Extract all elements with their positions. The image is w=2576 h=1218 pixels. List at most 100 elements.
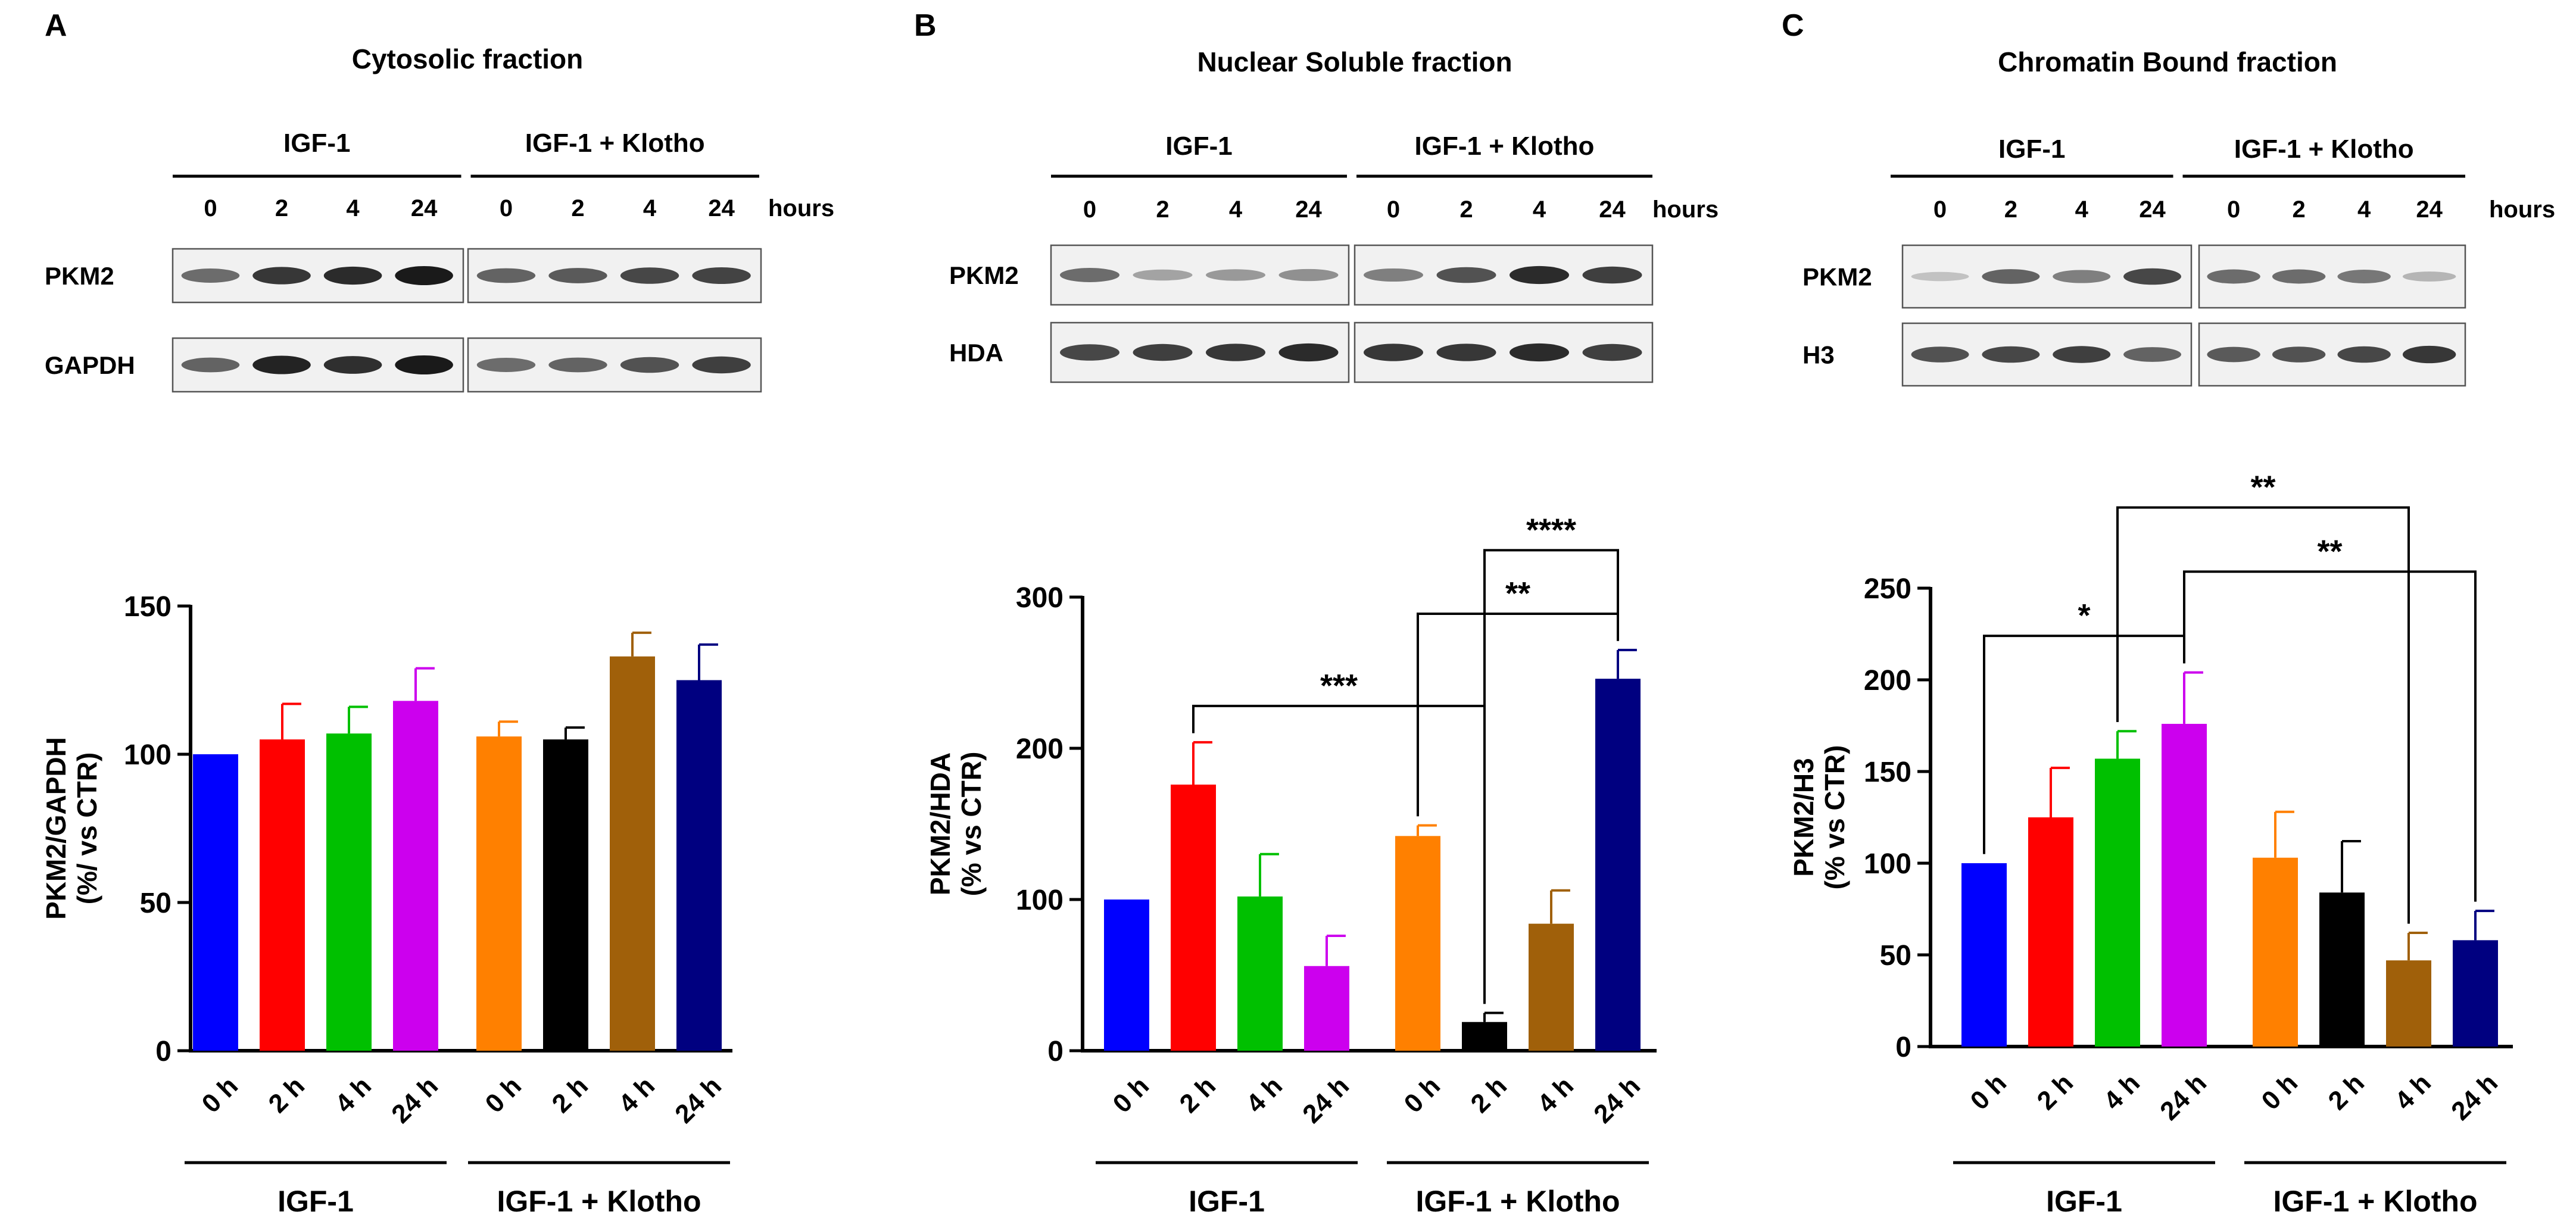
bar <box>1171 784 1216 1051</box>
bar <box>326 733 372 1051</box>
blot-band <box>2402 271 2456 282</box>
bar <box>2453 940 2498 1047</box>
blot-band <box>1982 269 2040 284</box>
y-tick-label: 50 <box>140 888 171 919</box>
significance-label: ** <box>2317 533 2342 569</box>
blot-time-label: 4 <box>2357 196 2371 223</box>
blot-title: Cytosolic fraction <box>352 43 584 74</box>
x-category-label: 0 h <box>2256 1068 2304 1116</box>
bar <box>2028 817 2073 1047</box>
x-category-label: 4 h <box>2098 1068 2146 1116</box>
blot-title: Chromatin Bound fraction <box>1998 46 2337 77</box>
x-category-label: 2 h <box>2032 1068 2079 1116</box>
blot-band <box>2207 269 2260 284</box>
blot-band <box>1582 266 1642 284</box>
bar <box>1395 836 1440 1051</box>
blot-band <box>252 267 311 285</box>
blot-time-label: 24 <box>411 195 438 221</box>
blot-row-label: GAPDH <box>45 351 135 379</box>
blot-band <box>1582 343 1642 361</box>
bar <box>2253 857 2298 1047</box>
blot-band <box>1510 266 1569 285</box>
bar <box>2319 892 2365 1047</box>
blot-time-label: 0 <box>2227 196 2240 223</box>
blot-band <box>1911 346 1969 363</box>
y-tick-label: 0 <box>155 1036 171 1067</box>
bar <box>393 701 438 1051</box>
group-label: IGF-1 + Klotho <box>1415 1185 1620 1218</box>
blot-condition-label: IGF-1 <box>1998 135 2065 164</box>
panel-c: C Chromatin Bound fraction IGF-1 IGF-1 + Kl… <box>1782 8 2555 1218</box>
bar <box>1462 1022 1507 1051</box>
blot-band <box>395 266 453 285</box>
x-category-label: 2 h <box>1465 1071 1513 1119</box>
x-category-label: 4 h <box>613 1071 661 1119</box>
significance-label: ** <box>1505 576 1530 611</box>
blot-time-label: 0 <box>500 195 513 221</box>
blot-band <box>252 355 311 374</box>
blot-band <box>2207 346 2260 363</box>
y-tick-label: 100 <box>1016 885 1064 916</box>
y-tick-label: 100 <box>124 739 171 771</box>
blot-condition-label: IGF-1 <box>283 129 350 158</box>
blot-band <box>548 357 607 373</box>
blot-band <box>1060 344 1119 361</box>
blot-time-unit: hours <box>2489 196 2555 223</box>
blot-band <box>1278 268 1339 282</box>
panel-b: B Nuclear Soluble fraction IGF-1 IGF-1 + Kl… <box>914 8 1719 1218</box>
blot-band <box>1436 343 1496 361</box>
group-label: IGF-1 + Klotho <box>497 1185 701 1218</box>
blot-band <box>2272 346 2326 363</box>
panel-letter: C <box>1782 8 1804 43</box>
bar <box>1237 896 1283 1051</box>
bar <box>676 680 722 1051</box>
blot-condition-label: IGF-1 <box>1165 132 1232 161</box>
y-axis-label-line: PKM2/H3 <box>1788 758 1819 876</box>
blot-time-label: 2 <box>1156 196 1169 223</box>
blot-band <box>692 267 751 285</box>
blot-time-label: 24 <box>1599 196 1626 223</box>
y-tick-label: 250 <box>1864 573 1911 605</box>
blot-time-label: 24 <box>1295 196 1322 223</box>
blot-time-label: 4 <box>1229 196 1243 223</box>
blot-row-label: PKM2 <box>45 262 114 290</box>
blot-band <box>2053 270 2111 283</box>
blot-band <box>1206 269 1265 281</box>
bar <box>193 754 238 1051</box>
blot-row-label: PKM2 <box>1802 263 1872 291</box>
x-category-label: 2 h <box>2323 1068 2371 1116</box>
blot-band <box>1206 343 1265 361</box>
blot-time-label: 0 <box>1387 196 1400 223</box>
blot-time-label: 4 <box>643 195 657 221</box>
blot-band <box>323 266 382 285</box>
bracket-line <box>1192 704 1486 1004</box>
blot-time-label: 0 <box>1083 196 1096 223</box>
y-tick-label: 100 <box>1864 848 1911 880</box>
y-axis-label: PKM2/HDA (% vs CTR) <box>925 752 987 897</box>
significance-bracket: **** <box>1483 512 1619 1004</box>
blot-band <box>1278 343 1339 362</box>
blot-band <box>548 268 607 283</box>
significance-label: **** <box>1526 512 1576 548</box>
bar-chart: 0 50 100 150 200 250 PKM2/H3 (% vs CTR) 0 h 2 h 4 … <box>1788 469 2513 1218</box>
significance-bracket: ** <box>1417 576 1619 817</box>
blot-band <box>2337 270 2391 283</box>
blot-time-unit: hours <box>768 195 834 221</box>
x-category-label: 0 h <box>1965 1068 2013 1116</box>
blot-title: Nuclear Soluble fraction <box>1197 46 1512 77</box>
x-category-label: 4 h <box>1532 1071 1580 1119</box>
blot-time-label: 2 <box>2293 196 2306 223</box>
blot-band <box>620 267 679 284</box>
x-category-label: 24 h <box>386 1071 444 1129</box>
bar <box>1529 923 1574 1051</box>
significance-bracket: ** <box>2116 469 2410 924</box>
y-tick-label: 0 <box>1895 1032 1911 1063</box>
group-label: IGF-1 <box>2046 1185 2122 1218</box>
y-tick-label: 200 <box>1016 733 1064 765</box>
blot-row-label: PKM2 <box>949 261 1019 289</box>
blot-band <box>2123 268 2182 285</box>
significance-bracket: ** <box>2183 533 2477 902</box>
blot-condition-label: IGF-1 + Klotho <box>1415 132 1595 161</box>
x-category-label: 0 h <box>197 1071 244 1119</box>
